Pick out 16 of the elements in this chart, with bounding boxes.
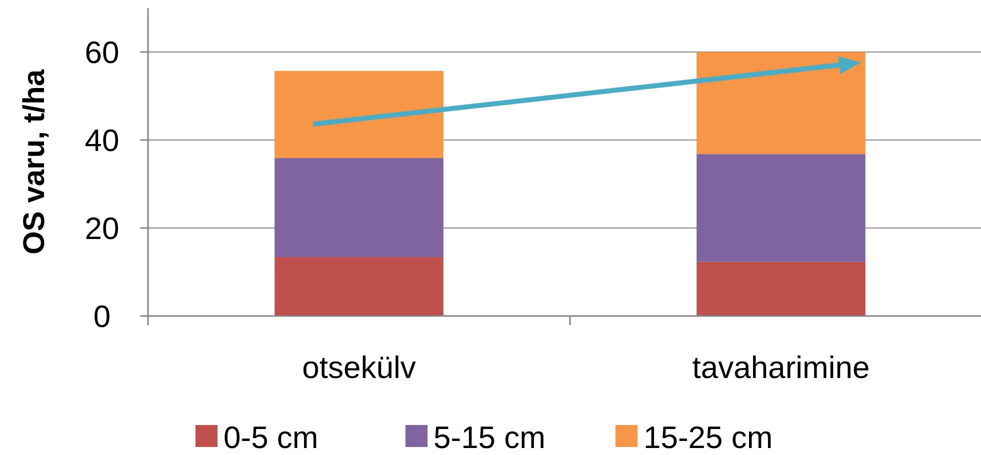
y-tick-label: 40	[84, 122, 120, 158]
y-tick-label: 0	[93, 298, 111, 334]
legend-label: 5-15 cm	[434, 420, 546, 455]
bar	[274, 70, 444, 158]
bar	[274, 158, 444, 258]
y-axis-title: OS varu, t/ha	[18, 69, 51, 255]
bar	[696, 154, 866, 262]
legend-label: 0-5 cm	[224, 420, 318, 455]
bar	[696, 52, 866, 154]
y-tick-label: 60	[84, 34, 120, 70]
y-tick-label: 20	[84, 210, 120, 246]
bar	[696, 262, 866, 316]
x-tick-label: tavaharimine	[692, 350, 870, 385]
x-tick-label: otsekülv	[302, 350, 416, 385]
bar	[274, 257, 444, 316]
legend-label: 15-25 cm	[644, 420, 773, 455]
